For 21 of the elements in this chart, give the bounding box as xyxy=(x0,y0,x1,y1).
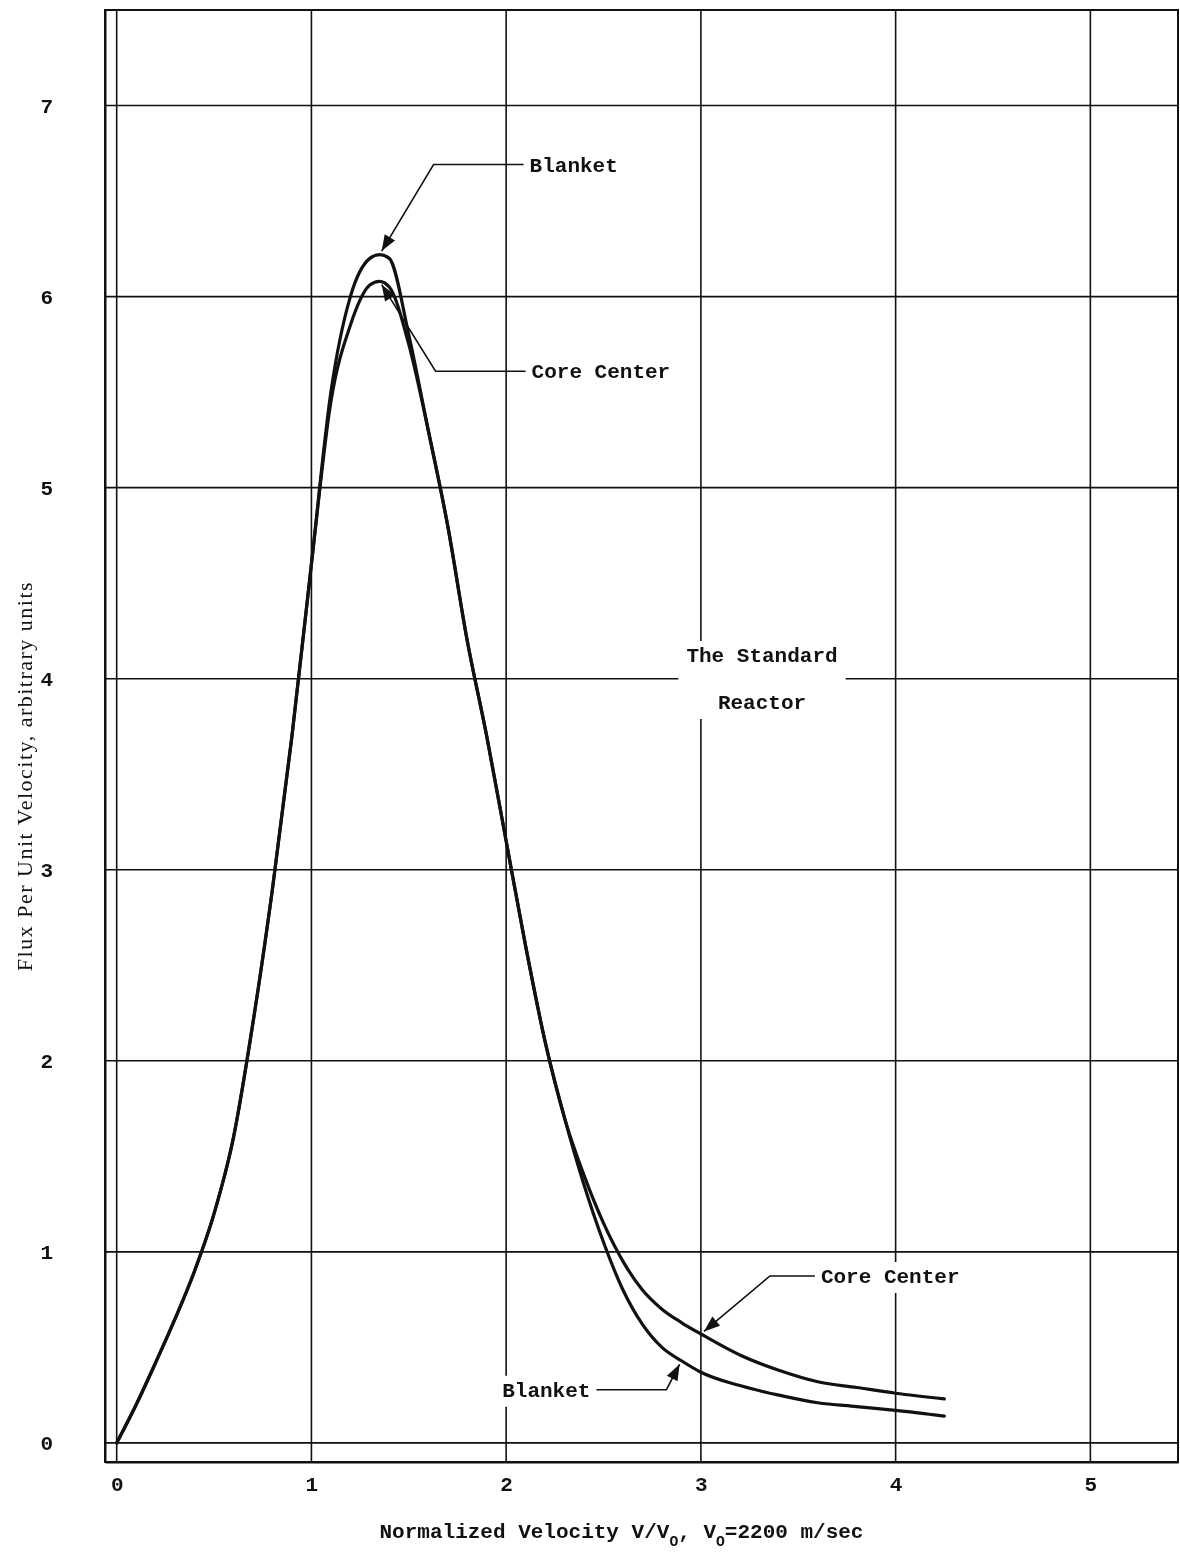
y-tick-label: 7 xyxy=(40,95,53,119)
annotation: Blanket xyxy=(529,154,618,178)
y-tick-label: 4 xyxy=(40,668,53,692)
x-tick-label: 0 xyxy=(110,1473,124,1497)
y-tick-label: 5 xyxy=(40,477,53,501)
annotation: Core Center xyxy=(820,1265,960,1289)
annotation: The Standard Reactor xyxy=(686,645,838,715)
y-axis-title: Flux Per Unit Velocity, arbitrary units xyxy=(12,580,37,972)
y-tick-label: 3 xyxy=(40,859,53,883)
y-tick-label: 2 xyxy=(40,1051,53,1075)
x-tick-label: 5 xyxy=(1084,1473,1098,1497)
x-tick-label: 4 xyxy=(889,1473,903,1497)
y-tick-label: 6 xyxy=(40,286,53,310)
y-tick-label: 1 xyxy=(40,1242,53,1266)
annotation: Blanket xyxy=(502,1379,591,1403)
x-tick-label: 3 xyxy=(695,1473,708,1497)
x-axis-title: Normalized Velocity V/V$_{O}$, V$_{O}$=2200 m/sec xyxy=(379,1521,864,1550)
annotation: Core Center xyxy=(531,361,671,385)
x-tick-label: 1 xyxy=(305,1473,319,1497)
x-tick-label: 2 xyxy=(500,1473,513,1497)
y-tick-label: 0 xyxy=(40,1433,53,1457)
